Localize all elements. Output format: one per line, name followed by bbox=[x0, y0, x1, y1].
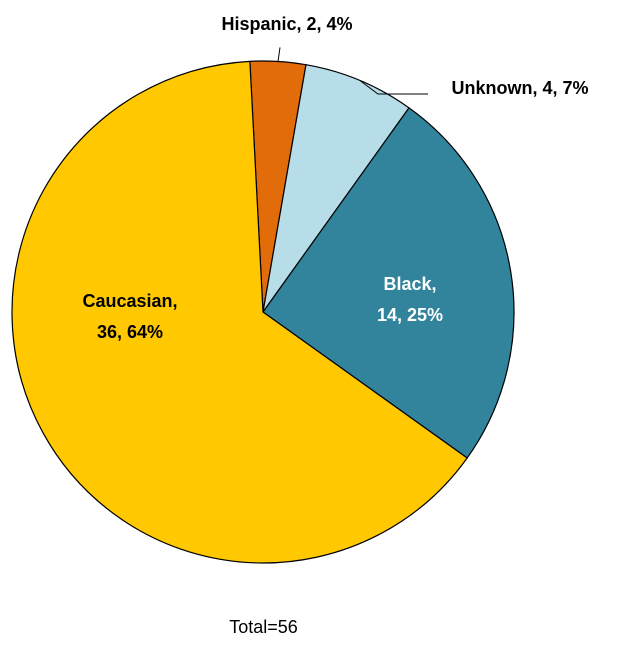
labels-layer: Hispanic, 2, 4% Unknown, 4, 7% Black, 14, 2… bbox=[82, 14, 588, 342]
pie-slice-caucasian bbox=[11, 60, 468, 564]
data-label-line: 36, 64% bbox=[97, 322, 163, 342]
leader-line-unknown bbox=[359, 80, 428, 95]
total-footnote: Total=56 bbox=[229, 617, 298, 637]
data-label-caucasian: Caucasian, 36, 64% bbox=[82, 291, 177, 342]
leader-line-hispanic bbox=[277, 47, 281, 62]
data-label-hispanic: Hispanic, 2, 4% bbox=[221, 14, 352, 34]
pie-slice-black bbox=[262, 107, 515, 459]
data-label-line: Hispanic, 2, 4% bbox=[221, 14, 352, 34]
slices-layer bbox=[11, 60, 515, 564]
data-label-unknown: Unknown, 4, 7% bbox=[451, 78, 588, 98]
data-label-line: Caucasian, bbox=[82, 291, 177, 311]
data-label-line: 14, 25% bbox=[377, 305, 443, 325]
data-label-black: Black, 14, 25% bbox=[377, 274, 443, 325]
data-label-line: Unknown, 4, 7% bbox=[451, 78, 588, 98]
leader-lines-layer bbox=[277, 47, 428, 95]
data-label-line: Black, bbox=[383, 274, 436, 294]
